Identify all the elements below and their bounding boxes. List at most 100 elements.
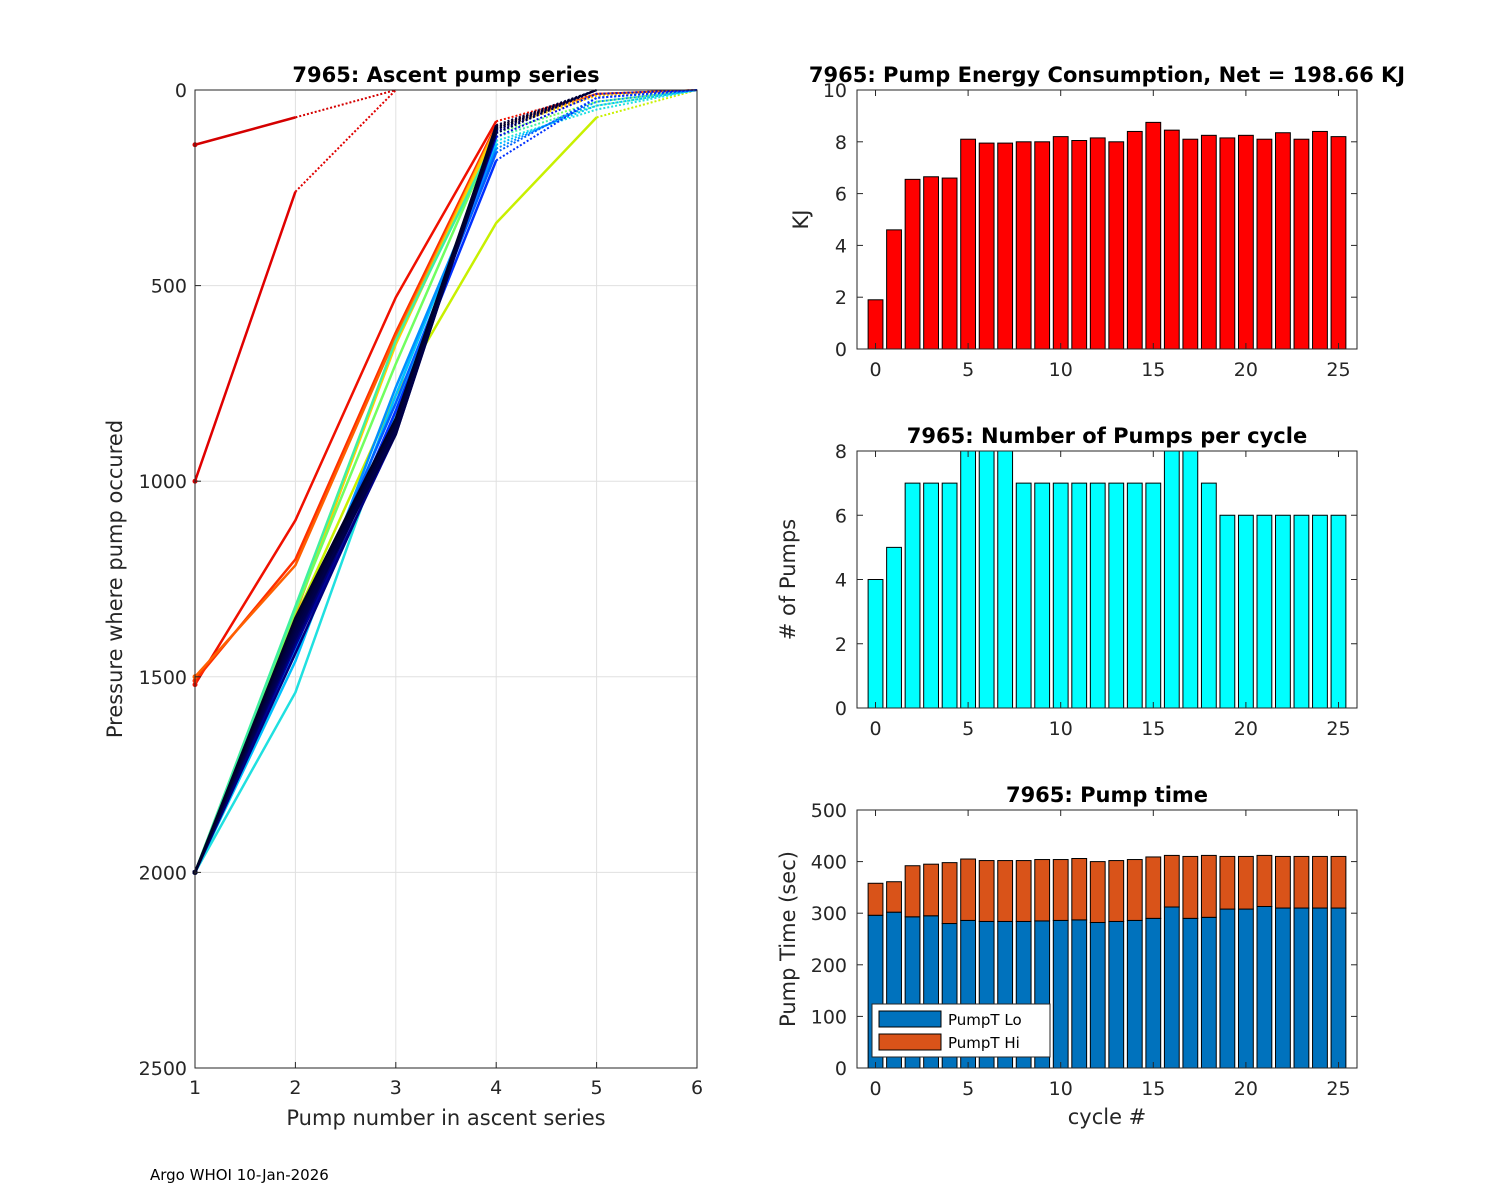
series-line xyxy=(193,136,498,873)
bar xyxy=(960,858,977,921)
bar xyxy=(997,450,1014,709)
y-tick-label: 200 xyxy=(811,955,847,977)
plot-area xyxy=(857,451,1357,708)
y-tick-label: 4 xyxy=(835,570,847,592)
pumps-per-cycle-chart: 0 5 10 15 20 25 0 2 4 6 8 7965: Number of Pumps per… xyxy=(776,424,1358,740)
legend-swatch xyxy=(878,1010,942,1028)
pump-time-chart: 0 5 10 15 20 25 0 100 200 300 400 500 7965: Pump tim… xyxy=(776,783,1358,1129)
bar xyxy=(1126,919,1143,1069)
x-tick-label: 20 xyxy=(1234,359,1258,381)
bar xyxy=(1163,129,1180,350)
x-tick-label: 15 xyxy=(1141,718,1165,740)
x-tick-label: 5 xyxy=(962,718,974,740)
bar xyxy=(1108,141,1125,350)
bar xyxy=(1256,905,1273,1069)
x-tick-label: 15 xyxy=(1141,1078,1165,1100)
x-tick-label: 5 xyxy=(962,1078,974,1100)
bar xyxy=(1182,450,1199,709)
x-tick-label: 0 xyxy=(869,718,881,740)
bar xyxy=(997,142,1014,350)
bar xyxy=(1256,854,1273,907)
y-tick-label: 6 xyxy=(835,505,847,527)
series-dotted-line xyxy=(295,89,397,119)
x-tick-label: 3 xyxy=(390,1077,402,1099)
y-tick-label: 400 xyxy=(811,852,847,874)
plot-frame xyxy=(194,89,698,1069)
chart-title: 7965: Pump Energy Consumption, Net = 198… xyxy=(809,63,1405,87)
bar xyxy=(867,882,884,916)
bar xyxy=(1312,907,1328,1069)
bar xyxy=(1182,138,1199,350)
chart-title: 7965: Number of Pumps per cycle xyxy=(907,424,1307,448)
y-tick-label: 500 xyxy=(151,276,187,298)
bar xyxy=(1015,482,1032,709)
bar xyxy=(1015,860,1032,922)
x-tick-label: 25 xyxy=(1326,359,1350,381)
bar xyxy=(1163,450,1180,709)
bar xyxy=(1108,482,1125,709)
x-tick-label: 6 xyxy=(691,1077,703,1099)
series-line xyxy=(193,191,297,482)
x-tick-label: 10 xyxy=(1049,1078,1073,1100)
x-tick-label: 20 xyxy=(1234,1078,1258,1100)
bar xyxy=(1015,141,1032,350)
x-tick-label: 25 xyxy=(1326,1078,1350,1100)
bar xyxy=(1275,855,1291,909)
bar xyxy=(1237,855,1254,910)
bar xyxy=(1089,861,1106,923)
series-dotted-line xyxy=(495,89,698,138)
y-tick-label: 4 xyxy=(835,235,847,257)
bar xyxy=(960,450,977,709)
bar xyxy=(886,881,902,913)
bar xyxy=(1330,136,1347,350)
bar xyxy=(1052,482,1069,709)
bar xyxy=(1182,855,1199,919)
y-tick-label: 0 xyxy=(175,80,187,102)
series-line xyxy=(194,116,296,146)
bar xyxy=(867,299,884,350)
x-axis-label: Pump number in ascent series xyxy=(286,1106,605,1130)
bar xyxy=(1052,919,1069,1069)
bar xyxy=(1330,907,1347,1069)
bar xyxy=(1126,859,1143,921)
bar xyxy=(1219,514,1236,709)
bar xyxy=(1219,855,1236,910)
bar xyxy=(1312,514,1328,709)
bar xyxy=(1108,860,1125,922)
bar xyxy=(1071,919,1088,1069)
series-dotted-line xyxy=(596,89,698,119)
y-tick-label: 2 xyxy=(835,634,847,656)
bar xyxy=(886,546,902,709)
series-dotted-line xyxy=(495,89,698,162)
x-tick-label: 10 xyxy=(1049,718,1073,740)
bar xyxy=(1126,482,1143,709)
x-tick-label: 25 xyxy=(1326,718,1350,740)
plot-area xyxy=(857,90,1357,349)
x-tick-label: 1 xyxy=(189,1077,201,1099)
bar xyxy=(1312,855,1328,909)
y-tick-label: 8 xyxy=(835,441,847,463)
bar xyxy=(1275,907,1291,1069)
bar xyxy=(1126,130,1143,350)
bar xyxy=(1256,514,1273,709)
series-dotted-line xyxy=(495,89,698,142)
y-tick-label: 2500 xyxy=(139,1058,187,1080)
bar xyxy=(1200,916,1217,1069)
bar xyxy=(1034,859,1051,922)
bar xyxy=(1145,917,1162,1069)
bar xyxy=(1237,514,1254,709)
x-tick-label: 0 xyxy=(869,359,881,381)
bar xyxy=(1200,134,1217,350)
ascent-pump-series-chart: 1 2 3 4 5 6 0 500 1000 1500 2000 2500 7965: Ascent p… xyxy=(103,63,703,1130)
series-line xyxy=(193,126,498,873)
chart-title: 7965: Ascent pump series xyxy=(292,63,599,87)
bar xyxy=(923,176,939,350)
bar xyxy=(1237,134,1254,350)
bar xyxy=(941,482,958,709)
bar xyxy=(1293,855,1310,909)
bar xyxy=(904,178,921,350)
x-tick-label: 0 xyxy=(869,1078,881,1100)
bar xyxy=(1293,514,1310,709)
